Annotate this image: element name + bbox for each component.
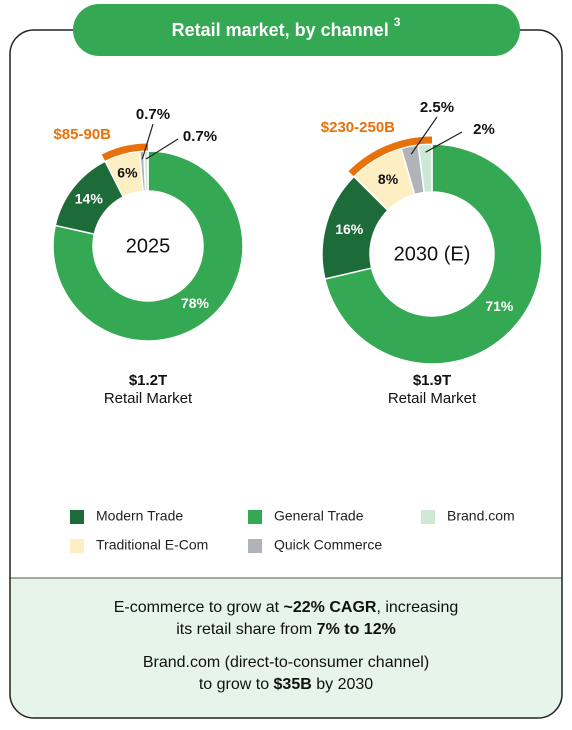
slice-label: 8% bbox=[378, 171, 399, 187]
leader-line bbox=[145, 138, 179, 160]
range-arc bbox=[348, 136, 433, 177]
header-pill bbox=[73, 4, 520, 56]
footer-text: , increasing bbox=[376, 599, 458, 616]
donut-slice bbox=[323, 143, 543, 365]
donut-slice bbox=[52, 150, 244, 342]
legend-swatch bbox=[248, 510, 262, 524]
title-text: Retail market, by channel bbox=[172, 20, 389, 40]
slice-label: 14% bbox=[75, 191, 104, 207]
total-value: $1.2T bbox=[129, 372, 167, 389]
footer-text: its retail share from bbox=[176, 621, 316, 638]
footer-text: $35B bbox=[274, 676, 312, 693]
footer-text: 7% to 12% bbox=[317, 621, 396, 638]
leader-line bbox=[141, 123, 154, 160]
center-label: 2025 bbox=[126, 235, 171, 257]
slice-label: 0.7% bbox=[183, 128, 217, 145]
legend-label: Modern Trade bbox=[96, 508, 183, 524]
center-label: 2030 (E) bbox=[394, 243, 471, 265]
range-label: $230-250B bbox=[321, 119, 395, 136]
slice-label: 0.7% bbox=[136, 106, 170, 123]
card bbox=[10, 30, 562, 718]
slice-label: 2.5% bbox=[420, 99, 454, 116]
footer-line: its retail share from 7% to 12% bbox=[176, 621, 396, 638]
header-title: Retail market, by channel 3 bbox=[172, 15, 401, 40]
footnote-mark: 3 bbox=[394, 15, 401, 29]
total-label: Retail Market bbox=[104, 390, 193, 407]
legend-label: Traditional E-Com bbox=[96, 537, 208, 553]
footer-text: by 2030 bbox=[312, 676, 373, 693]
legend-swatch bbox=[421, 510, 435, 524]
legend-swatch bbox=[248, 539, 262, 553]
leader-line bbox=[410, 116, 438, 155]
leader-line bbox=[425, 131, 463, 153]
slice-label: 78% bbox=[181, 295, 210, 311]
legend-label: Quick Commerce bbox=[274, 537, 382, 553]
legend-label: Brand.com bbox=[447, 508, 515, 524]
footer-line: Brand.com (direct-to-consumer channel) bbox=[143, 654, 429, 671]
footer-text: E-commerce to grow at bbox=[114, 599, 284, 616]
slice-label: 16% bbox=[335, 221, 364, 237]
footer-text: ~22% CAGR bbox=[284, 599, 377, 616]
slice-label: 71% bbox=[485, 298, 514, 314]
slice-label: 6% bbox=[117, 165, 138, 181]
range-label: $85-90B bbox=[53, 126, 111, 143]
footer-line: E-commerce to grow at ~22% CAGR, increas… bbox=[114, 599, 459, 616]
legend-label: General Trade bbox=[274, 508, 364, 524]
slice-label: 2% bbox=[473, 121, 495, 138]
legend-swatch bbox=[70, 539, 84, 553]
footer-text: to grow to bbox=[199, 676, 274, 693]
footer-line: to grow to $35B by 2030 bbox=[199, 676, 373, 693]
legend-swatch bbox=[70, 510, 84, 524]
footer-panel bbox=[10, 578, 562, 718]
donut-slice bbox=[417, 143, 433, 194]
total-label: Retail Market bbox=[388, 390, 477, 407]
footer-text: Brand.com (direct-to-consumer channel) bbox=[143, 654, 429, 671]
total-value: $1.9T bbox=[413, 372, 451, 389]
